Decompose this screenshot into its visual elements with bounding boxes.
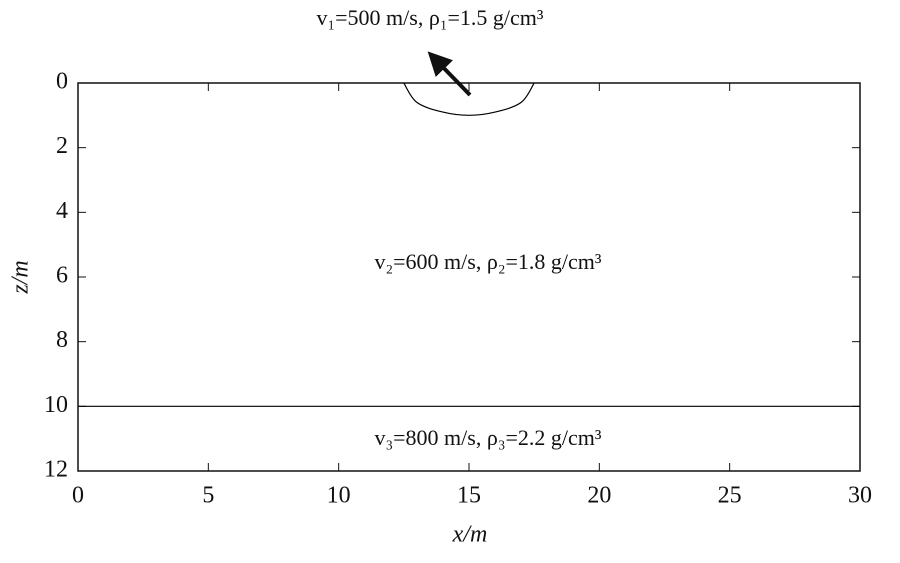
y-tick-label: 8 [56,327,68,353]
y-tick-label: 6 [56,263,68,289]
y-tick-label: 0 [56,69,68,95]
annotation: v₂=600 m/s, ρ₂=1.8 g/cm³ [374,249,601,274]
x-axis-label: x/m [452,522,488,548]
y-tick-label: 10 [44,392,68,418]
y-tick-label: 12 [44,457,68,483]
y-tick-label: 4 [56,198,68,224]
x-tick-label: 30 [848,483,872,509]
y-tick-label: 2 [56,133,68,159]
x-tick-label: 0 [72,483,84,509]
annotation: v₁=500 m/s, ρ₁=1.5 g/cm³ [316,5,543,30]
x-tick-label: 10 [327,483,351,509]
x-tick-label: 20 [587,483,611,509]
y-axis-label: z/m [8,260,34,294]
x-tick-label: 5 [202,483,214,509]
series-line [403,82,535,116]
plot-frame [77,82,861,472]
annotation: v₃=800 m/s, ρ₃=2.2 g/cm³ [374,425,601,450]
arrow [427,51,472,97]
x-tick-label: 25 [718,483,742,509]
x-tick-label: 15 [457,483,481,509]
